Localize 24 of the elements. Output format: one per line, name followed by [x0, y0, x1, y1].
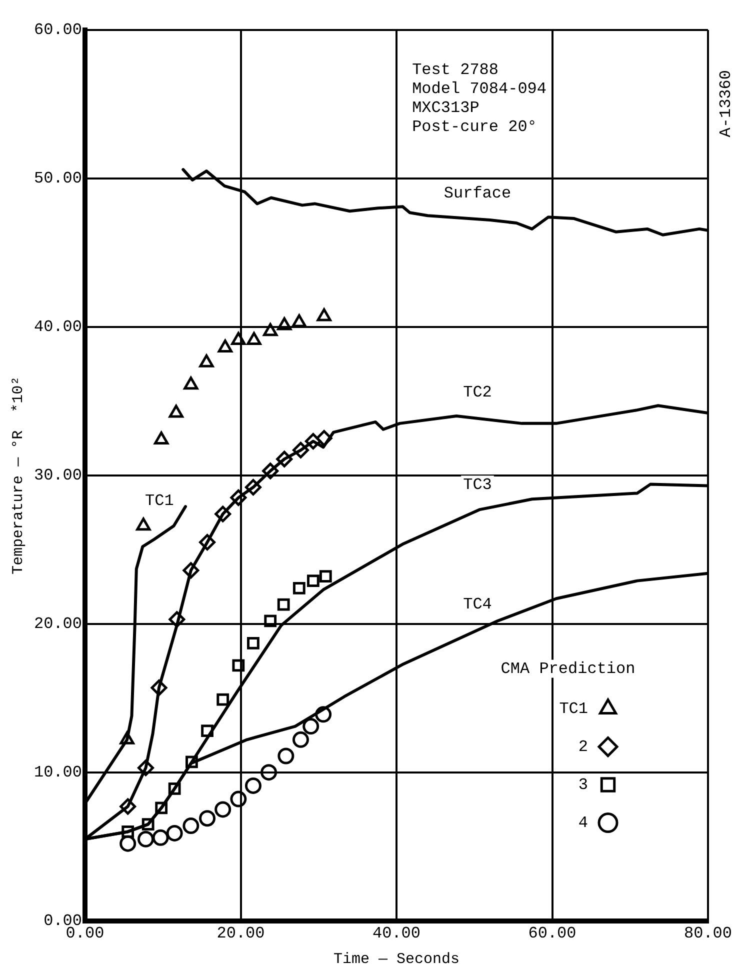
- legend-label: TC1: [559, 700, 588, 718]
- y-axis-title: Temperature — °R *10²: [10, 376, 27, 574]
- y-tick-label: 30.00: [34, 466, 82, 485]
- series-label: TC2: [463, 384, 492, 402]
- series-label: TC3: [463, 476, 492, 494]
- text: A-13360: [717, 70, 736, 138]
- y-tick-label: 40.00: [34, 318, 82, 336]
- annotation: Test 2788 Model 7084-094 MXC313P Post-cure 20°: [412, 61, 546, 136]
- series-label: Surface: [444, 184, 512, 202]
- legend-label: 4: [578, 814, 588, 832]
- x-tick-label: 60.00: [528, 924, 576, 943]
- legend-title: CMA Prediction: [500, 660, 636, 678]
- y-tick-label: 20.00: [34, 615, 82, 634]
- series-label: TC1: [145, 492, 174, 510]
- y-tick-label: 50.00: [34, 170, 82, 188]
- x-tick-label: 20.00: [216, 924, 265, 943]
- series-label: TC4: [463, 595, 492, 614]
- x-tick-label: 80.00: [684, 924, 732, 943]
- x-tick-label: 40.00: [372, 924, 421, 943]
- x-axis-title: Time — Seconds: [333, 950, 460, 968]
- y-tick-label: 10.00: [34, 764, 82, 782]
- y-tick-label: 60.00: [34, 21, 82, 40]
- legend-label: 2: [578, 738, 588, 756]
- legend-label: 3: [578, 776, 588, 794]
